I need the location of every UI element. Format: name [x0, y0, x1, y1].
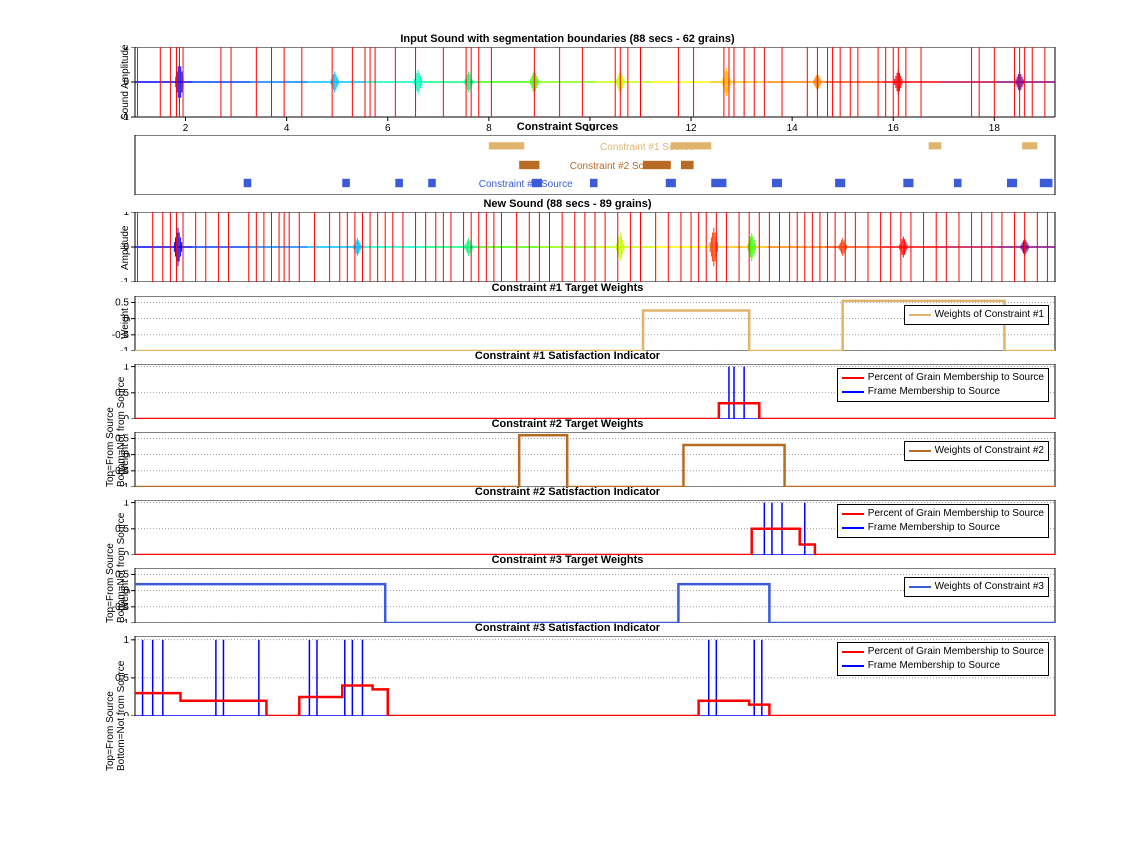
svg-text:Constraint #1 Source: Constraint #1 Source: [600, 142, 694, 153]
legend-swatch: [842, 391, 864, 393]
c1Weights-legend: Weights of Constraint #1: [904, 305, 1049, 325]
c2Sat-legend: Percent of Grain Membership to SourceFra…: [837, 504, 1049, 538]
svg-text:0.5: 0.5: [115, 673, 129, 684]
svg-text:1: 1: [123, 47, 129, 53]
svg-text:0: 0: [123, 314, 129, 325]
legend-row: Weights of Constraint #1: [909, 308, 1044, 322]
svg-text:0.5: 0.5: [115, 524, 129, 535]
legend-label: Weights of Constraint #3: [935, 580, 1044, 594]
legend-row: Percent of Grain Membership to Source: [842, 507, 1044, 521]
svg-text:Constraint #2 Source: Constraint #2 Source: [570, 161, 664, 172]
legend-row: Percent of Grain Membership to Source: [842, 371, 1044, 385]
legend-label: Percent of Grain Membership to Source: [868, 507, 1044, 521]
legend-swatch: [842, 377, 864, 379]
legend-swatch: [909, 450, 931, 452]
legend-row: Frame Membership to Source: [842, 659, 1044, 673]
c1Sat-title: Constraint #1 Satisfaction Indicator: [0, 350, 1135, 362]
c3Weights-legend: Weights of Constraint #3: [904, 577, 1049, 597]
constraint-sources-title: Constraint Sources: [0, 121, 1135, 133]
svg-text:1: 1: [123, 212, 129, 218]
legend-label: Frame Membership to Source: [868, 521, 1000, 535]
legend-swatch: [909, 586, 931, 588]
legend-swatch: [909, 314, 931, 316]
c3Sat-title: Constraint #3 Satisfaction Indicator: [0, 622, 1135, 634]
svg-text:1: 1: [123, 636, 129, 646]
legend-label: Weights of Constraint #1: [935, 308, 1044, 322]
legend-swatch: [842, 665, 864, 667]
c2Weights-legend: Weights of Constraint #2: [904, 441, 1049, 461]
c3Sat-legend: Percent of Grain Membership to SourceFra…: [837, 642, 1049, 676]
legend-label: Frame Membership to Source: [868, 659, 1000, 673]
svg-text:0.5: 0.5: [115, 297, 129, 308]
legend-row: Weights of Constraint #2: [909, 444, 1044, 458]
svg-text:0: 0: [123, 242, 129, 253]
legend-row: Frame Membership to Source: [842, 521, 1044, 535]
figure-root: Input Sound with segmentation boundaries…: [0, 0, 1135, 851]
legend-label: Percent of Grain Membership to Source: [868, 371, 1044, 385]
c1Sat-legend: Percent of Grain Membership to SourceFra…: [837, 368, 1049, 402]
svg-text:0: 0: [123, 711, 129, 716]
legend-row: Weights of Constraint #3: [909, 580, 1044, 594]
legend-row: Frame Membership to Source: [842, 385, 1044, 399]
legend-row: Percent of Grain Membership to Source: [842, 645, 1044, 659]
constraint-sources-axes: Constraint #1 Source Constraint #2 Source…: [0, 135, 1135, 195]
legend-label: Frame Membership to Source: [868, 385, 1000, 399]
legend-label: Weights of Constraint #2: [935, 444, 1044, 458]
new-sound-axes: -101: [0, 212, 1135, 282]
new-sound-title: New Sound (88 secs - 89 grains): [0, 198, 1135, 210]
c2Weights-title: Constraint #2 Target Weights: [0, 418, 1135, 430]
svg-text:Constraint #3 Source: Constraint #3 Source: [479, 179, 573, 190]
svg-text:1: 1: [123, 364, 129, 373]
svg-text:0: 0: [123, 550, 129, 555]
c3Weights-title: Constraint #3 Target Weights: [0, 554, 1135, 566]
legend-label: Percent of Grain Membership to Source: [868, 645, 1044, 659]
input-sound-title: Input Sound with segmentation boundaries…: [0, 33, 1135, 45]
svg-text:-0.5: -0.5: [112, 330, 130, 341]
c1Weights-title: Constraint #1 Target Weights: [0, 282, 1135, 294]
svg-text:1: 1: [123, 500, 129, 509]
c2Sat-title: Constraint #2 Satisfaction Indicator: [0, 486, 1135, 498]
legend-swatch: [842, 651, 864, 653]
svg-text:0: 0: [123, 414, 129, 419]
legend-swatch: [842, 513, 864, 515]
svg-text:0: 0: [123, 77, 129, 88]
legend-swatch: [842, 527, 864, 529]
svg-text:0.5: 0.5: [115, 388, 129, 399]
